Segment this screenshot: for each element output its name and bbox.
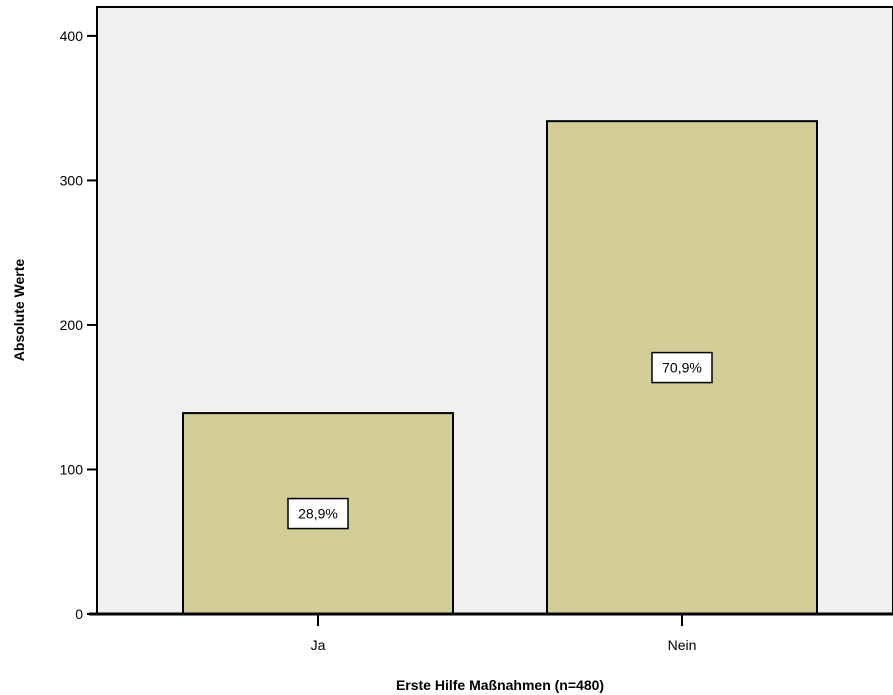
data-label-text: 28,9% bbox=[298, 506, 338, 522]
data-label-nein: 70,9% bbox=[651, 351, 713, 384]
y-axis-title: Absolute Werte bbox=[11, 259, 27, 362]
y-tick-label: 400 bbox=[60, 28, 84, 44]
data-labels-layer: 28,9% 70,9% bbox=[287, 351, 713, 530]
data-label-box bbox=[651, 351, 713, 384]
data-label-ja: 28,9% bbox=[287, 497, 349, 530]
x-tick-label: Nein bbox=[668, 637, 697, 653]
x-axis-title: Erste Hilfe Maßnahmen (n=480) bbox=[396, 677, 604, 693]
x-tick-label: Ja bbox=[311, 637, 326, 653]
data-label-box bbox=[287, 497, 349, 530]
y-tick-label: 100 bbox=[60, 461, 84, 477]
y-tick-label: 0 bbox=[75, 606, 83, 622]
data-label-text: 70,9% bbox=[662, 360, 702, 376]
y-tick-label: 300 bbox=[60, 172, 84, 188]
y-tick-label: 200 bbox=[60, 317, 84, 333]
axes-layer: 0 100 200 300 400 Ja Nein bbox=[60, 28, 893, 653]
